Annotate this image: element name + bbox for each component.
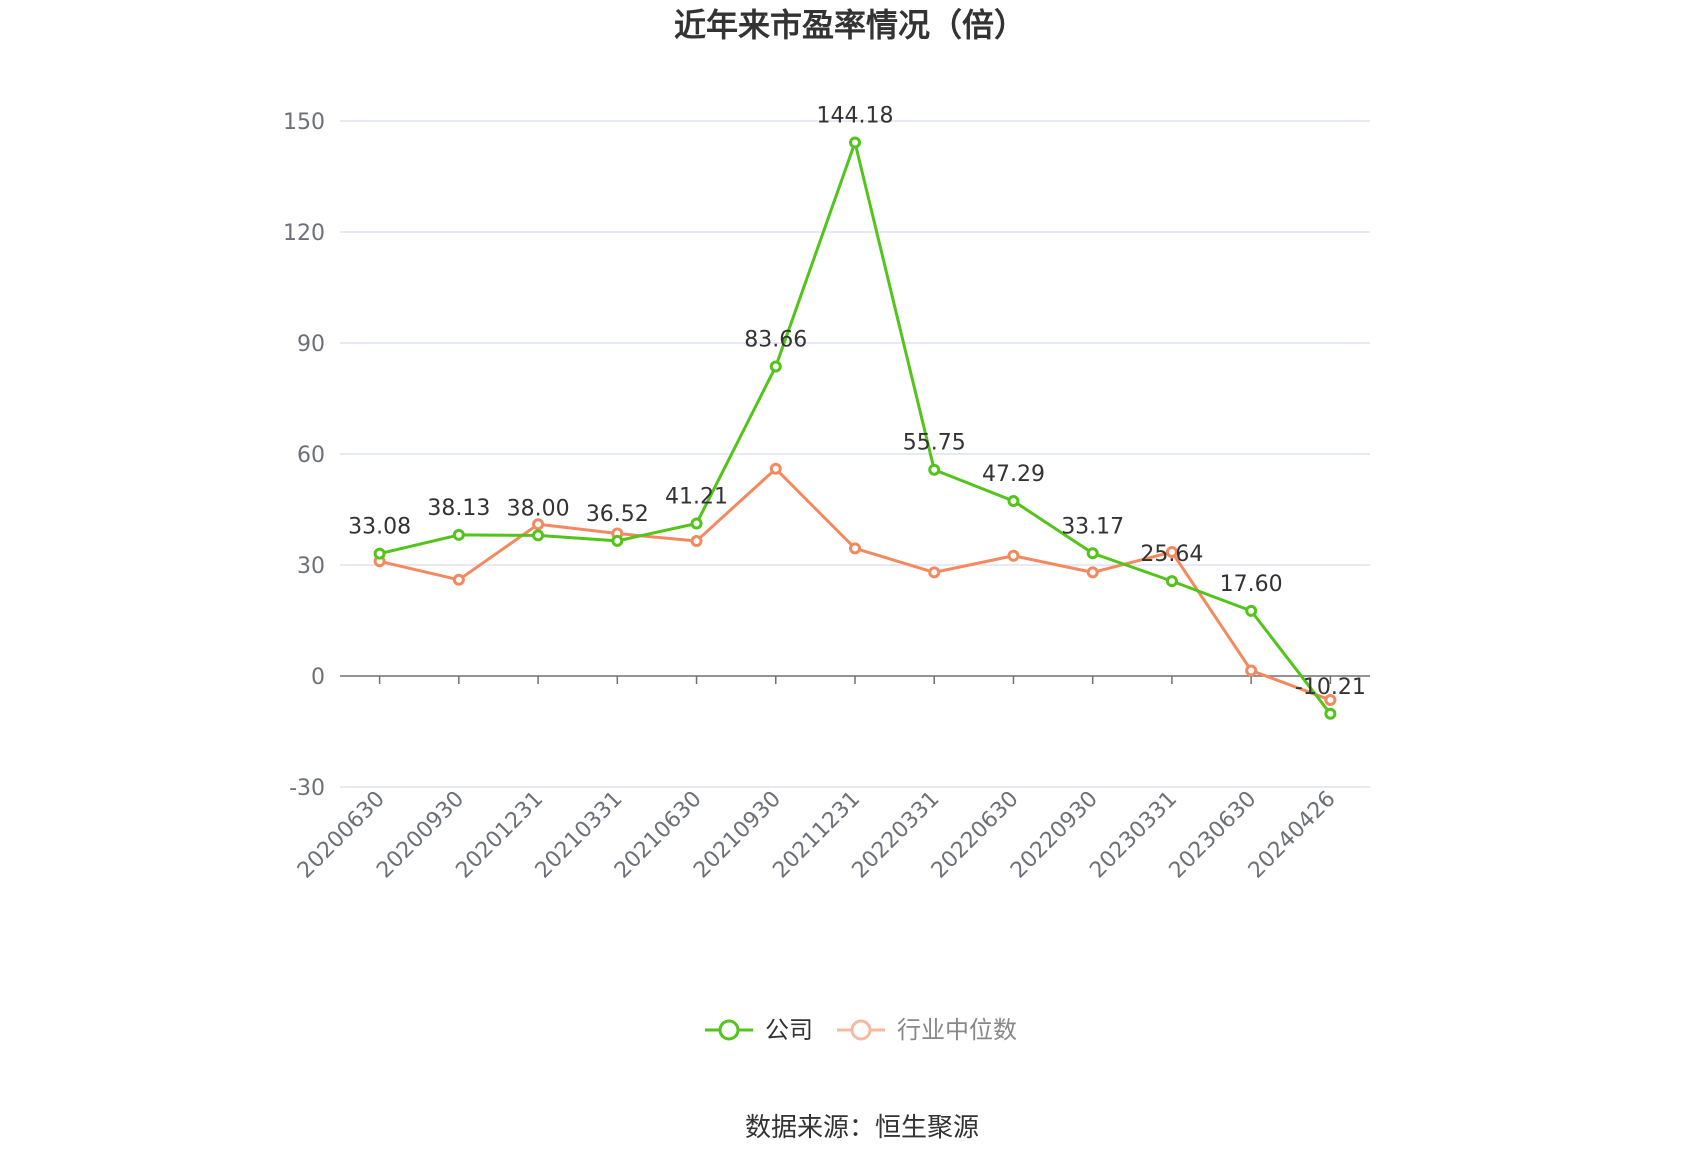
y-tick-label: 90 xyxy=(297,332,325,357)
data-point-company[interactable] xyxy=(769,360,782,373)
data-point-company[interactable] xyxy=(373,547,386,560)
x-axis: 2020063020200930202012312021033120210630… xyxy=(293,675,1370,884)
data-point-industry[interactable] xyxy=(532,518,545,531)
data-point-company[interactable] xyxy=(849,136,861,149)
data-point-company[interactable] xyxy=(1324,707,1337,720)
data-point-company[interactable] xyxy=(452,528,465,541)
data-label: 17.60 xyxy=(1220,572,1283,597)
data-point-company[interactable] xyxy=(690,517,703,530)
y-tick-label: 0 xyxy=(311,665,325,690)
y-tick-label: 120 xyxy=(283,221,325,246)
y-tick-label: 60 xyxy=(297,443,325,468)
legend[interactable]: 公司 行业中位数 xyxy=(705,1016,1017,1044)
legend-label-company: 公司 xyxy=(765,1016,813,1044)
data-point-company[interactable] xyxy=(1245,604,1258,617)
data-label: 38.13 xyxy=(427,496,490,521)
source-text: 数据来源：恒生聚源 xyxy=(745,1113,979,1143)
data-label: 55.75 xyxy=(903,431,966,456)
legend-marker-industry xyxy=(850,1019,872,1041)
y-axis: -30 0 30 60 90 120 150 xyxy=(283,110,325,801)
data-point-industry[interactable] xyxy=(452,573,465,586)
data-point-industry[interactable] xyxy=(690,534,703,547)
grid-lines xyxy=(340,120,1370,788)
legend-item-industry[interactable]: 行业中位数 xyxy=(837,1016,1017,1044)
data-point-industry[interactable] xyxy=(769,462,782,475)
legend-label-industry: 行业中位数 xyxy=(897,1016,1017,1044)
series-layer xyxy=(373,136,1337,720)
series-line-company xyxy=(379,141,1332,715)
data-point-industry[interactable] xyxy=(1007,549,1020,562)
data-label: 47.29 xyxy=(982,462,1045,487)
data-point-industry[interactable] xyxy=(1086,566,1099,579)
y-tick-label: -30 xyxy=(289,776,325,801)
data-point-company[interactable] xyxy=(1007,495,1020,508)
chart-title: 近年来市盈率情况（倍） xyxy=(674,6,1026,44)
legend-marker-company xyxy=(718,1019,740,1041)
legend-item-company[interactable]: 公司 xyxy=(705,1016,813,1044)
data-point-industry[interactable] xyxy=(1245,664,1258,677)
y-tick-label: 30 xyxy=(297,554,325,579)
data-label: -10.21 xyxy=(1295,675,1366,700)
data-point-company[interactable] xyxy=(1086,547,1099,560)
data-label: 144.18 xyxy=(817,104,894,129)
data-point-company[interactable] xyxy=(928,463,941,476)
data-point-industry[interactable] xyxy=(1165,546,1178,559)
data-label: 41.21 xyxy=(665,485,728,510)
data-point-company[interactable] xyxy=(1165,575,1178,588)
data-label: 38.00 xyxy=(507,496,570,521)
data-point-industry[interactable] xyxy=(928,566,941,579)
data-point-industry[interactable] xyxy=(849,542,861,555)
data-label: 36.52 xyxy=(586,502,649,527)
data-label: 83.66 xyxy=(744,327,807,352)
data-labels: 33.08 38.13 38.00 36.52 41.21 83.66 144.18 55.7… xyxy=(348,104,1366,700)
data-point-industry[interactable] xyxy=(1324,694,1337,707)
x-tick-label: 20240426 xyxy=(1244,787,1341,884)
data-point-company[interactable] xyxy=(532,529,545,542)
data-label: 33.08 xyxy=(348,515,411,540)
data-point-company[interactable] xyxy=(611,534,624,547)
data-label: 33.17 xyxy=(1061,514,1124,539)
data-label: 25.64 xyxy=(1140,542,1203,567)
y-tick-label: 150 xyxy=(283,110,325,135)
